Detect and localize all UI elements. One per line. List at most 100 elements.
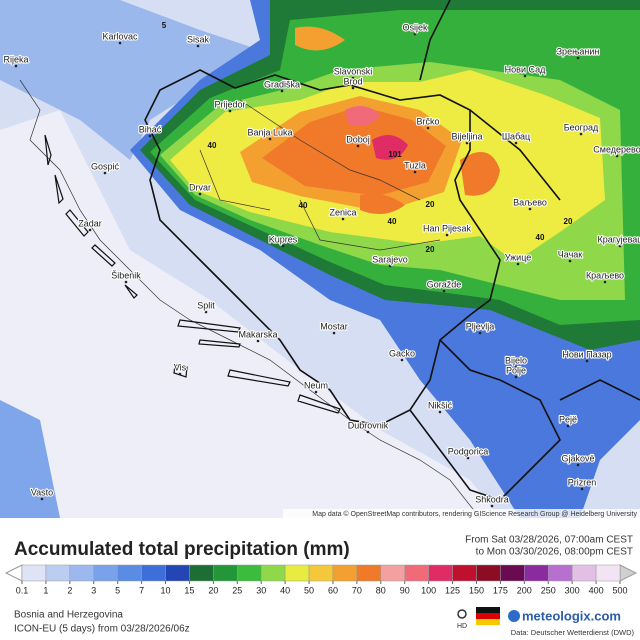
city-label: Ужице bbox=[505, 252, 532, 262]
legend-label: 300 bbox=[565, 585, 580, 595]
city-dot bbox=[88, 228, 92, 232]
data-source: Data: Deutscher Wetterdienst (DWD) bbox=[511, 628, 635, 637]
city-dot bbox=[356, 144, 360, 148]
city-label: Bihać bbox=[139, 124, 162, 134]
city-labels: Karlovac Sisak Osijek Зрењанин Rijeka Gradišk… bbox=[2, 21, 640, 508]
city-dot bbox=[332, 331, 336, 335]
legend-label: 30 bbox=[256, 585, 266, 595]
city-label: Зрењанин bbox=[557, 46, 600, 56]
rain-area bbox=[262, 106, 446, 196]
city-dot bbox=[438, 410, 442, 414]
city-label: Dubrovnik bbox=[348, 420, 389, 430]
contour-label: 20 bbox=[426, 200, 435, 209]
legend-label: 250 bbox=[541, 585, 556, 595]
city-label: Шабац bbox=[502, 131, 530, 141]
legend-label: 1 bbox=[43, 585, 48, 595]
city-dot bbox=[281, 244, 285, 248]
city-dot bbox=[490, 504, 494, 508]
city-label: Split bbox=[197, 300, 215, 310]
city-label: Sarajevo bbox=[372, 254, 408, 264]
sea-area bbox=[0, 110, 500, 518]
city-label: Brčko bbox=[416, 116, 439, 126]
city-dot bbox=[413, 170, 417, 174]
legend-swatch bbox=[571, 564, 597, 582]
city-label: Banja Luka bbox=[247, 127, 292, 137]
border bbox=[409, 339, 561, 501]
city-label: Gjakovë bbox=[561, 453, 594, 463]
hd-label: HD bbox=[457, 623, 467, 630]
rain-area bbox=[345, 106, 380, 126]
model-run: ICON-EU (5 days) from 03/28/2026/06z bbox=[14, 624, 190, 635]
city-dot bbox=[516, 262, 520, 266]
legend-label: 200 bbox=[517, 585, 532, 595]
legend-label: 175 bbox=[493, 585, 508, 595]
legend-swatch bbox=[141, 564, 166, 582]
brand-icon bbox=[508, 610, 520, 622]
city-label: Shkodra bbox=[475, 494, 509, 504]
city-label: Zadar bbox=[78, 218, 102, 228]
city-label: Нови Пазар bbox=[562, 349, 611, 359]
city-dot bbox=[585, 359, 589, 363]
contour-label: 20 bbox=[426, 245, 435, 254]
color-legend: 0.1 1 2 3 5 7 10 15 20 25 30 40 50 60 70 80 90 100 125 150 1… bbox=[4, 564, 638, 595]
legend-swatch bbox=[189, 564, 214, 582]
period-from: From Sat 03/28/2026, 07:00am CEST bbox=[465, 535, 633, 546]
city-label: Bijeljina bbox=[451, 131, 482, 141]
legend-label: 25 bbox=[232, 585, 242, 595]
map: Karlovac Sisak Osijek Зрењанин Rijeka Gradišk… bbox=[0, 0, 640, 519]
contour-label: 40 bbox=[299, 201, 308, 210]
city-label: Ваљево bbox=[513, 197, 547, 207]
city-dot bbox=[514, 365, 518, 369]
legend-label: 90 bbox=[400, 585, 410, 595]
city-dot bbox=[40, 497, 44, 501]
legend-label: 100 bbox=[421, 585, 436, 595]
contour-label: 5 bbox=[162, 21, 167, 30]
city-dot bbox=[442, 289, 446, 293]
city-dot bbox=[268, 137, 272, 141]
contour-label: 20 bbox=[564, 217, 573, 226]
legend-label: 150 bbox=[469, 585, 484, 595]
legend-label: 7 bbox=[139, 585, 144, 595]
city-label: Bijelo bbox=[505, 355, 527, 365]
legend-swatch bbox=[117, 564, 142, 582]
city-dot bbox=[514, 375, 518, 379]
city-label: Tuzla bbox=[404, 160, 426, 170]
legend-swatch bbox=[213, 564, 238, 582]
legend-swatch bbox=[308, 564, 334, 582]
city-dot bbox=[198, 192, 202, 196]
city-label: Београд bbox=[564, 122, 599, 132]
city-label: Neum bbox=[304, 380, 328, 390]
legend-swatch bbox=[595, 564, 621, 582]
city-dot bbox=[314, 390, 318, 394]
city-dot bbox=[14, 64, 18, 68]
city-dot bbox=[426, 126, 430, 130]
attribution-box bbox=[283, 509, 640, 519]
city-label: Brod bbox=[343, 76, 362, 86]
city-dot bbox=[118, 41, 122, 45]
city-label: Han Pijesak bbox=[423, 223, 472, 233]
entity-line bbox=[199, 99, 441, 251]
legend-swatch bbox=[380, 564, 405, 582]
city-dot bbox=[388, 264, 392, 268]
city-label: Pljevlja bbox=[466, 321, 495, 331]
rain-area bbox=[372, 135, 408, 160]
city-label: Смедерево bbox=[593, 144, 640, 154]
legend-swatch bbox=[428, 564, 453, 582]
city-dot bbox=[103, 171, 107, 175]
legend-label: 2 bbox=[67, 585, 72, 595]
legend-swatch bbox=[547, 564, 573, 582]
legend-label: 70 bbox=[352, 585, 362, 595]
legend-label: 3 bbox=[91, 585, 96, 595]
city-dot bbox=[178, 372, 182, 376]
city-dot bbox=[196, 44, 200, 48]
map-title: Accumulated total precipitation (mm) bbox=[14, 539, 350, 560]
city-label: Mostar bbox=[320, 321, 348, 331]
city-label: Prizren bbox=[568, 477, 597, 487]
city-label: Kupres bbox=[269, 234, 298, 244]
city-label: Podgorica bbox=[448, 446, 489, 456]
legend-arrow bbox=[619, 564, 638, 582]
legend-swatch bbox=[404, 564, 429, 582]
legend-label: 20 bbox=[208, 585, 218, 595]
city-label: Karlovac bbox=[102, 31, 138, 41]
city-dot bbox=[466, 456, 470, 460]
